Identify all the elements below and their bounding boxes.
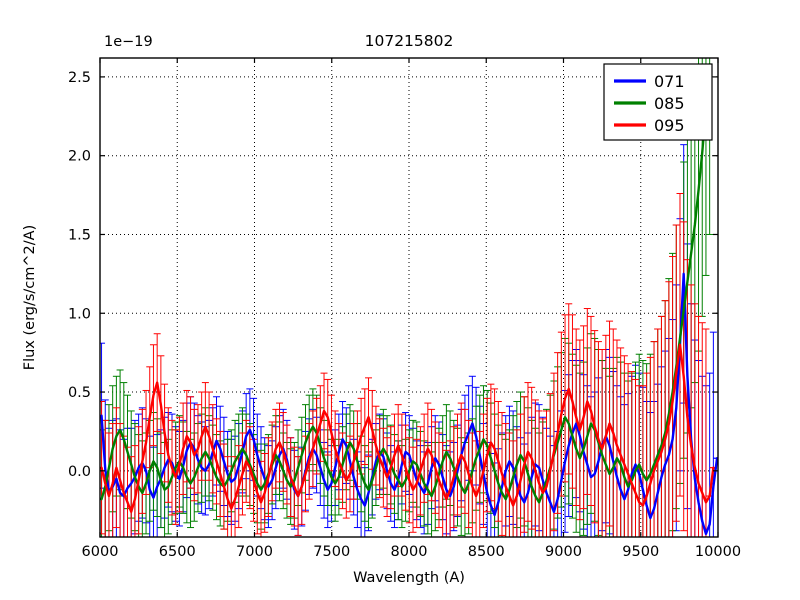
ytick-label: 0.0 — [68, 464, 91, 480]
plot-title: 107215802 — [365, 32, 454, 50]
legend-label-085: 085 — [654, 94, 685, 113]
ytick-label: 1.0 — [68, 306, 91, 322]
ytick-label: 2.0 — [68, 149, 91, 165]
line-085[interactable] — [100, 63, 711, 504]
legend[interactable]: 071 085 095 — [603, 63, 713, 141]
x-axis-label: Wavelength (A) — [353, 570, 465, 586]
xtick-label: 6500 — [159, 544, 196, 560]
legend-label-071: 071 — [654, 72, 685, 91]
xtick-label: 10000 — [695, 544, 741, 560]
y-axis-offset-text: 1e−19 — [104, 34, 153, 50]
xtick-label: 8000 — [391, 544, 428, 560]
xtick-label: 6000 — [82, 544, 119, 560]
xtick-label: 7000 — [236, 544, 273, 560]
legend-label-095: 095 — [654, 116, 685, 135]
xtick-label: 8500 — [468, 544, 505, 560]
line-095[interactable] — [100, 343, 715, 513]
xtick-label: 9000 — [545, 544, 582, 560]
axis-ticks: 6000 6500 7000 7500 8000 8500 9000 9500 10000 0.0… — [68, 58, 741, 560]
xtick-label: 7500 — [313, 544, 350, 560]
y-axis-label: Flux (erg/s/cm^2/A) — [22, 225, 38, 371]
data-series-group — [100, 58, 718, 537]
ytick-label: 2.5 — [68, 70, 91, 86]
xtick-label: 9500 — [622, 544, 659, 560]
ytick-label: 1.5 — [68, 227, 91, 243]
ytick-label: 0.5 — [68, 385, 91, 401]
